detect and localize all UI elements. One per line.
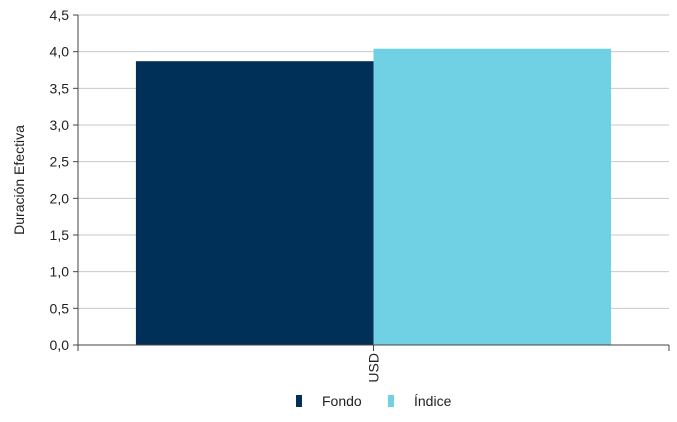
legend-item-fondo: Fondo: [296, 393, 362, 409]
y-tick-label: 4,5: [50, 7, 70, 23]
y-axis-title: Duración Efectiva: [11, 125, 27, 235]
y-tick-label: 1,5: [50, 227, 70, 243]
x-tick-labels: USD: [77, 345, 670, 383]
bar--ndice: [373, 48, 612, 345]
legend-swatch: [388, 395, 394, 407]
bar-fondo: [135, 61, 374, 345]
x-tick-label: USD: [366, 353, 382, 383]
y-tick-labels: 0,0 0,5 1,0 1,5 2,0 2,5 3,0 3,5 4,0 4,5: [50, 7, 78, 353]
legend-swatch: [296, 395, 302, 407]
legend-item--ndice: Índice: [388, 393, 452, 409]
y-tick-label: 0,5: [50, 300, 70, 316]
y-tick-label: 3,0: [50, 117, 70, 133]
legend-label: Fondo: [322, 393, 362, 409]
y-tick-label: 0,0: [50, 337, 70, 353]
y-tick-label: 4,0: [50, 44, 70, 60]
bars-group: [135, 48, 612, 345]
y-tick-label: 2,0: [50, 190, 70, 206]
y-tick-label: 3,5: [50, 80, 70, 96]
legend-label: Índice: [414, 393, 452, 409]
y-tick-label: 1,0: [50, 264, 70, 280]
legend: Fondo Índice: [296, 393, 452, 409]
y-tick-label: 2,5: [50, 154, 70, 170]
